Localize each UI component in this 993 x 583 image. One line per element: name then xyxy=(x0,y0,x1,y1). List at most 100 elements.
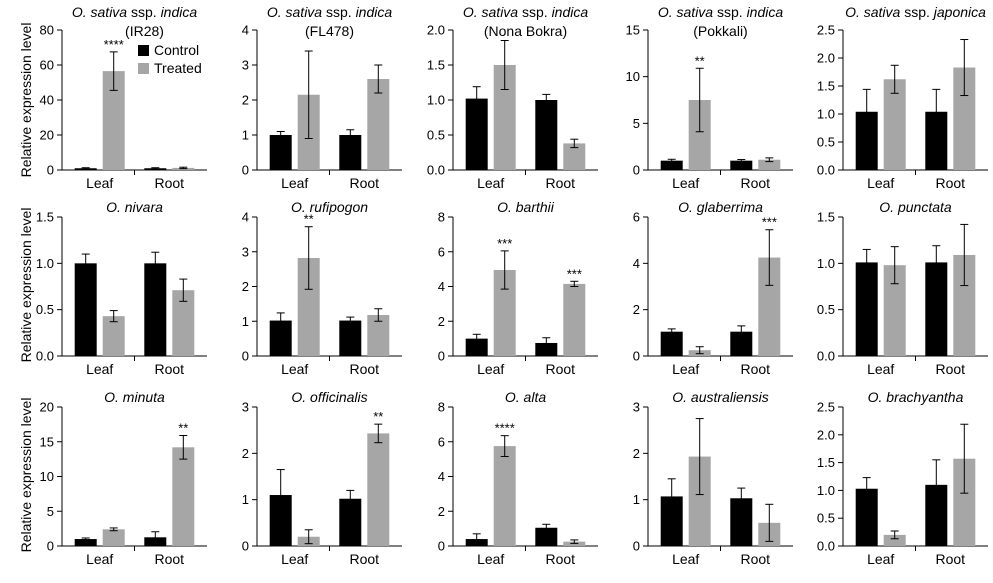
y-tick-label: 0.0 xyxy=(817,163,835,178)
y-tick-label: 0.0 xyxy=(817,349,835,364)
y-tick-label: 0.0 xyxy=(36,349,54,364)
panel-title: O. alta xyxy=(505,389,546,405)
y-tick-label: 0.5 xyxy=(817,511,835,526)
bar-root-treated xyxy=(172,447,195,546)
bar-root-control xyxy=(339,320,362,356)
bar-leaf-treated xyxy=(688,100,711,170)
chart-panel-5: 0.0 0.5 1.0 1.5 2.0 2.5 Leaf Root O. sativa ssp.… xyxy=(817,4,988,191)
chart-panel-11: 0 5 10 15 20 Leaf ** Root O. minuta xyxy=(40,389,207,567)
y-tick-label: 1 xyxy=(633,492,640,507)
panel-title: O. glaberrima xyxy=(678,199,763,215)
significance-label: *** xyxy=(762,215,777,230)
x-category-label: Root xyxy=(936,175,966,191)
bar-leaf-treated xyxy=(102,529,125,546)
y-tick-label: 5 xyxy=(47,504,54,519)
y-tick-label: 2.0 xyxy=(817,427,835,442)
bar-root-treated xyxy=(953,254,976,356)
x-category-label: Leaf xyxy=(672,361,699,377)
bar-root-treated xyxy=(172,290,195,356)
y-tick-label: 3 xyxy=(242,400,249,415)
panel-title: O. sativa ssp. indica xyxy=(72,4,198,20)
bar-leaf-control xyxy=(269,320,292,356)
y-tick-label: 2.0 xyxy=(817,51,835,66)
bar-root-treated xyxy=(953,458,976,546)
y-tick-label: 40 xyxy=(40,93,54,108)
x-category-label: Leaf xyxy=(281,551,308,567)
y-tick-label: 1.5 xyxy=(817,455,835,470)
y-tick-label: 0 xyxy=(633,163,640,178)
significance-label: **** xyxy=(104,37,124,52)
y-tick-label: 2 xyxy=(242,279,249,294)
bar-root-control xyxy=(730,498,753,546)
y-tick-label: 5 xyxy=(633,116,640,131)
y-axis-label: Relative expression level xyxy=(18,23,34,178)
bar-root-control xyxy=(535,342,558,356)
x-category-label: Root xyxy=(546,551,576,567)
x-category-label: Root xyxy=(350,361,380,377)
panel-title-suffix: ssp. xyxy=(518,4,551,20)
y-tick-label: 1.0 xyxy=(817,483,835,498)
y-axis-label: Relative expression level xyxy=(18,398,34,553)
y-tick-label: 2.5 xyxy=(817,400,835,415)
panel-title-suffix: ssp. xyxy=(322,4,355,20)
x-category-label: Leaf xyxy=(867,175,894,191)
y-tick-label: 0 xyxy=(633,349,640,364)
y-tick-label: 0 xyxy=(633,539,640,554)
panel-title: O. nivara xyxy=(106,199,163,215)
bar-root-control xyxy=(925,111,948,170)
bar-leaf-treated xyxy=(493,446,516,546)
legend-swatch-treated xyxy=(138,63,149,74)
x-category-label: Leaf xyxy=(281,175,308,191)
bar-root-control xyxy=(535,100,558,170)
y-tick-label: 1.0 xyxy=(427,93,445,108)
bar-leaf-treated xyxy=(493,65,516,170)
panel-title-subspecies: indica xyxy=(161,4,198,20)
bar-root-control xyxy=(144,263,167,356)
panel-title: O. minuta xyxy=(104,389,165,405)
y-tick-label: 0 xyxy=(47,539,54,554)
significance-label: *** xyxy=(497,236,512,251)
panel-title: O. barthii xyxy=(497,199,555,215)
x-category-label: Leaf xyxy=(672,551,699,567)
y-tick-label: 15 xyxy=(626,23,640,38)
bar-root-control xyxy=(730,160,753,170)
y-tick-label: 2.0 xyxy=(427,23,445,38)
y-tick-label: 80 xyxy=(40,23,54,38)
panel-title-subspecies: indica xyxy=(356,4,393,20)
bar-leaf-control xyxy=(855,111,878,170)
y-tick-label: 0 xyxy=(242,163,249,178)
x-category-label: Root xyxy=(936,361,966,377)
bar-leaf-treated xyxy=(297,258,320,356)
y-tick-label: 0 xyxy=(438,349,445,364)
x-category-label: Root xyxy=(546,175,576,191)
x-category-label: Root xyxy=(741,361,771,377)
chart-panel-14: 0 1 2 3 Leaf Root O. australiensis xyxy=(633,389,793,567)
y-tick-label: 3 xyxy=(242,244,249,259)
significance-label: ** xyxy=(373,409,383,424)
y-tick-label: 2.5 xyxy=(817,23,835,38)
y-tick-label: 10 xyxy=(40,469,54,484)
panel-subtitle: (IR28) xyxy=(125,23,164,39)
y-axis-label: Relative expression level xyxy=(18,208,34,363)
significance-label: ** xyxy=(178,420,188,435)
y-tick-label: 1.5 xyxy=(817,79,835,94)
y-tick-label: 1.0 xyxy=(817,256,835,271)
bar-leaf-control xyxy=(74,263,97,356)
bar-root-control xyxy=(925,262,948,356)
bar-leaf-control xyxy=(465,98,488,170)
x-category-label: Leaf xyxy=(672,175,699,191)
bar-root-treated xyxy=(563,143,586,170)
x-category-label: Root xyxy=(741,551,771,567)
bar-leaf-treated xyxy=(688,456,711,546)
bar-leaf-control xyxy=(660,160,683,170)
x-category-label: Root xyxy=(155,551,185,567)
y-tick-label: 15 xyxy=(40,434,54,449)
bar-root-treated xyxy=(367,314,390,356)
bar-root-treated xyxy=(367,433,390,546)
y-tick-label: 4 xyxy=(242,210,249,225)
y-tick-label: 3 xyxy=(633,400,640,415)
bar-root-control xyxy=(730,331,753,356)
x-category-label: Leaf xyxy=(281,361,308,377)
y-tick-label: 1 xyxy=(242,492,249,507)
